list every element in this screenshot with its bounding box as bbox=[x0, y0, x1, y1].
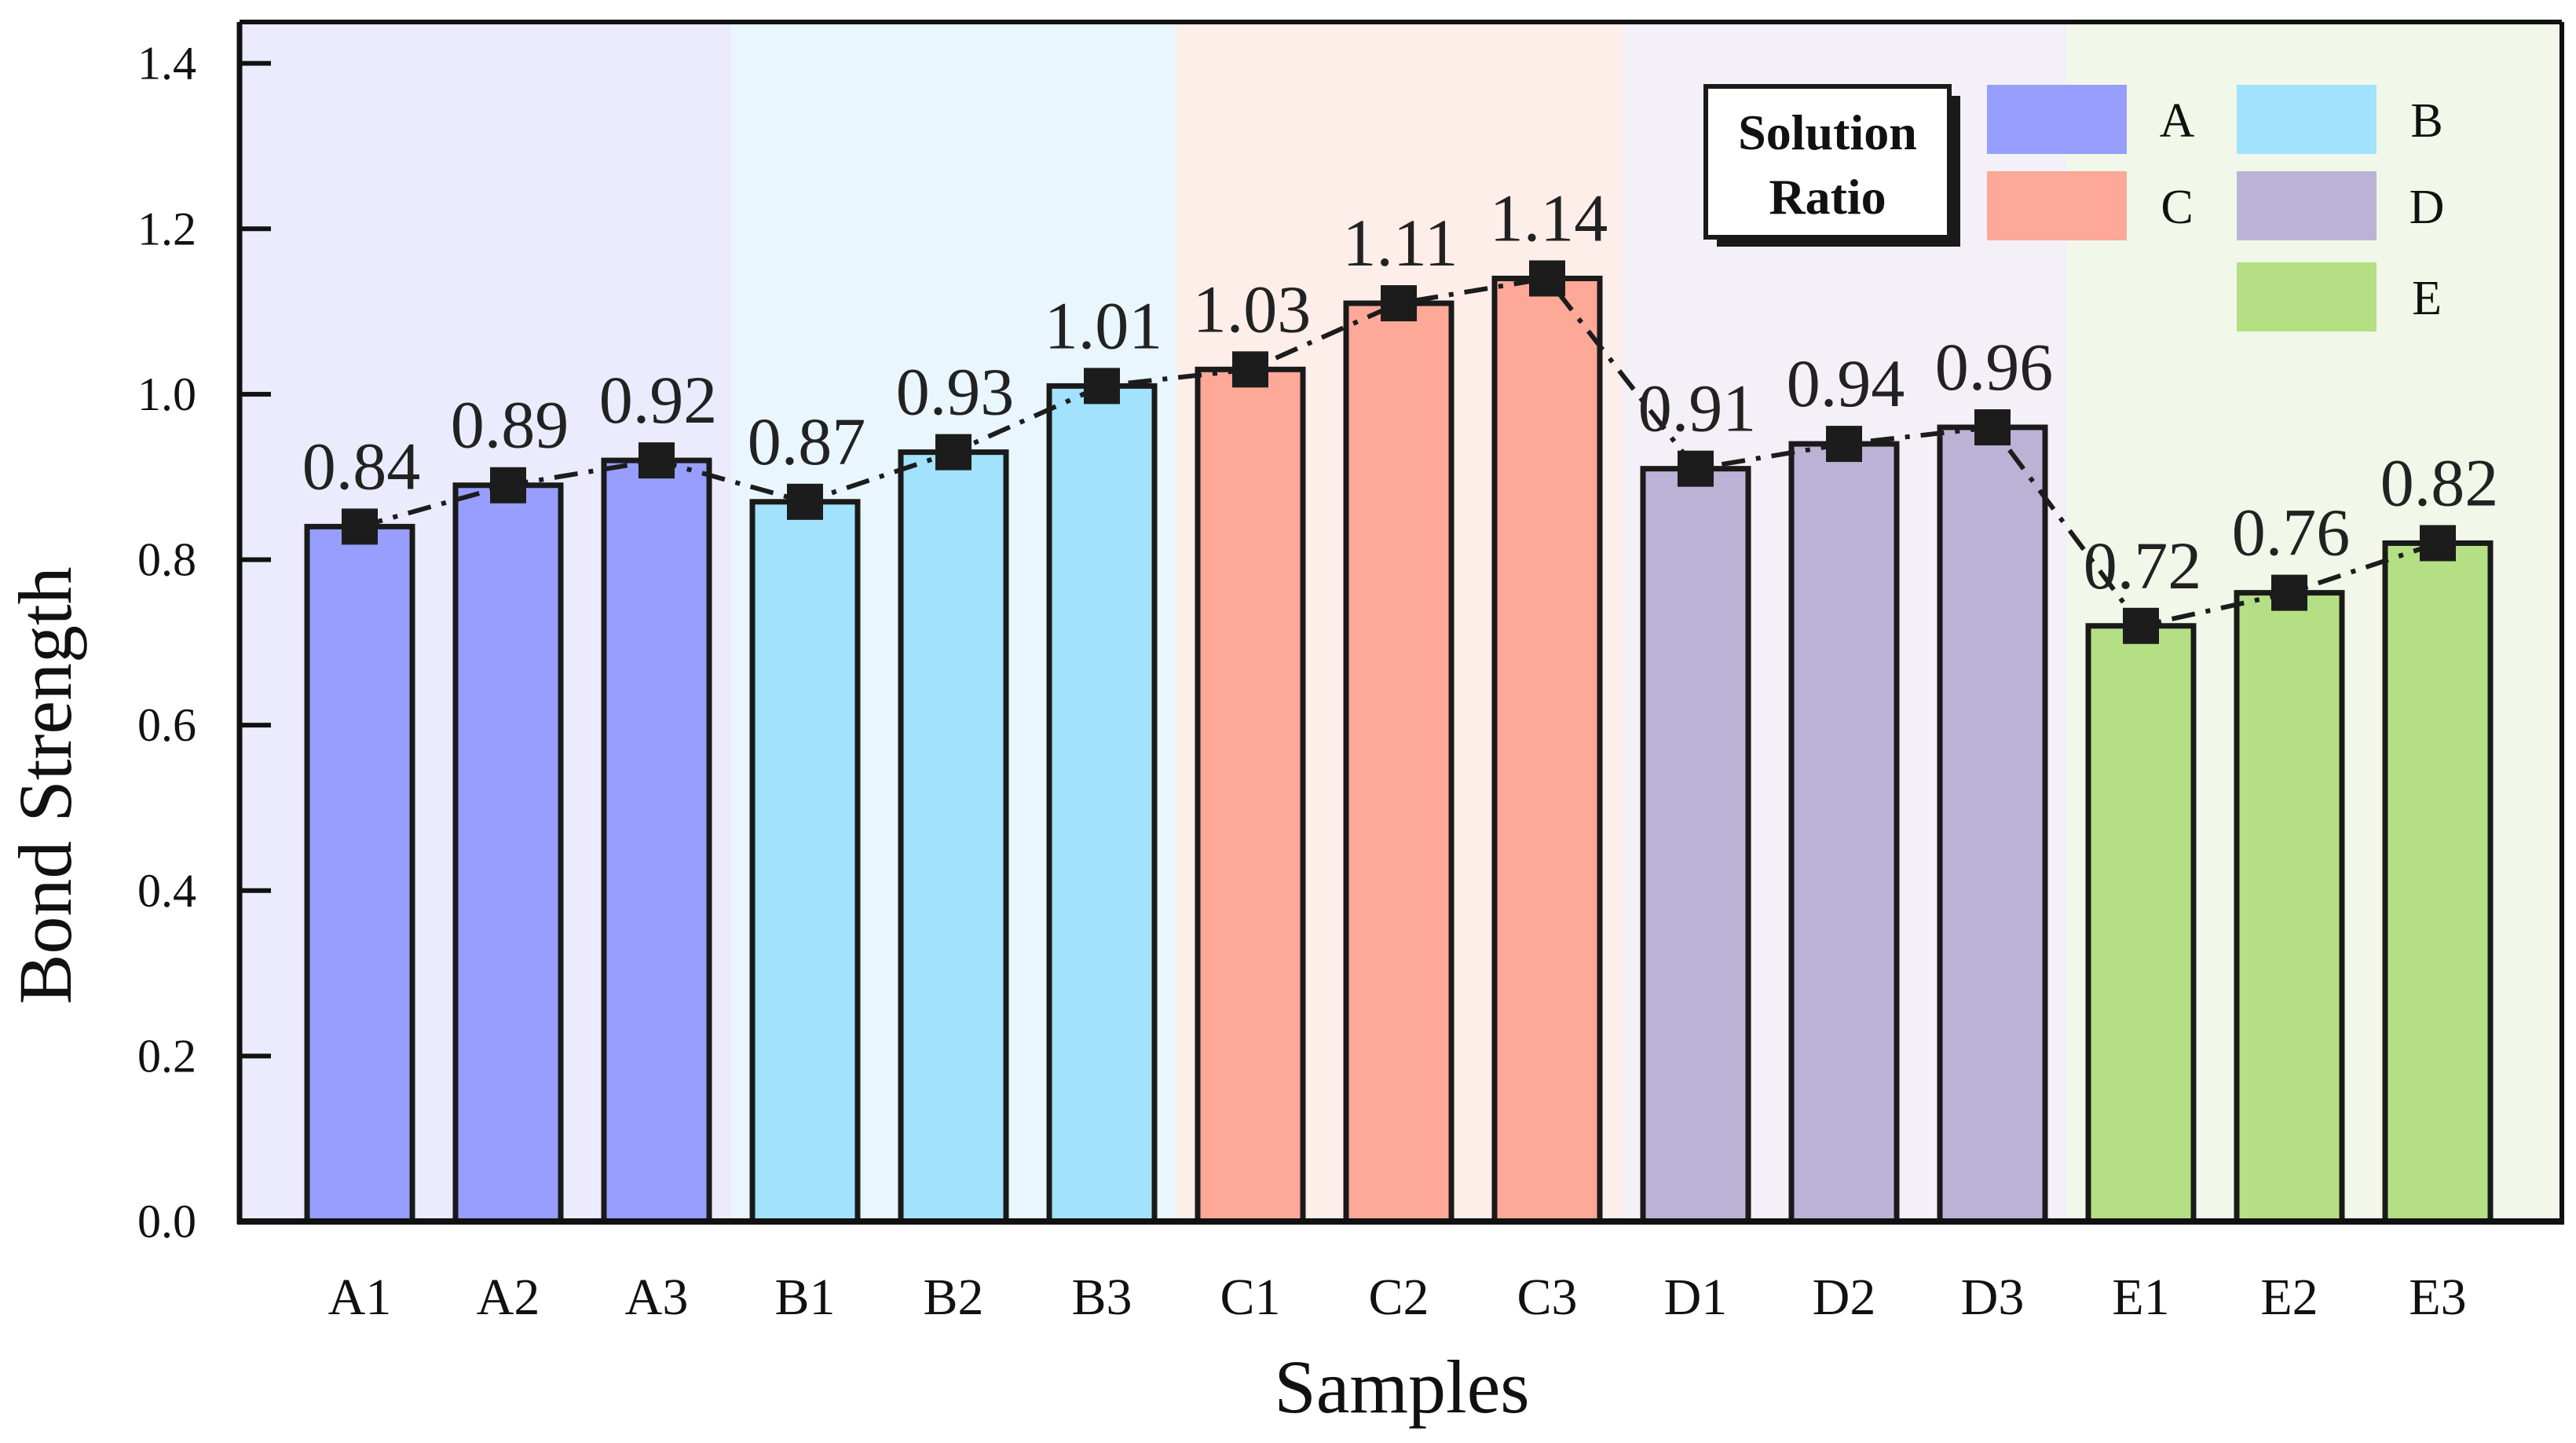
x-tick-label-a3: A3 bbox=[625, 1269, 689, 1326]
x-tick-label-b1: B1 bbox=[774, 1269, 835, 1326]
data-label-d1: 0.91 bbox=[1638, 371, 1757, 446]
bar-a3 bbox=[601, 457, 712, 1225]
bar-b2 bbox=[898, 449, 1009, 1225]
x-tick-label-d1: D1 bbox=[1664, 1269, 1728, 1326]
legend-swatch-e bbox=[2237, 262, 2377, 331]
y-tick-label-4: 0.8 bbox=[137, 534, 196, 586]
legend-swatch-c bbox=[1987, 171, 2127, 240]
marker-a3 bbox=[639, 442, 675, 479]
y-tick-label-3: 0.6 bbox=[137, 699, 196, 751]
bars bbox=[304, 275, 2494, 1225]
marker-b2 bbox=[935, 434, 971, 471]
marker-e2 bbox=[2271, 574, 2307, 611]
data-label-e1: 0.72 bbox=[2084, 528, 2202, 603]
data-label-b3: 1.01 bbox=[1045, 288, 1163, 363]
data-label-c3: 1.14 bbox=[1490, 180, 1608, 255]
x-tick-label-e3: E3 bbox=[2409, 1269, 2466, 1326]
x-tick-label-b2: B2 bbox=[923, 1269, 983, 1326]
y-tick-label-2: 0.4 bbox=[137, 865, 196, 917]
marker-c3 bbox=[1529, 260, 1565, 297]
y-tick-label-7: 1.4 bbox=[137, 38, 196, 90]
bar-d2 bbox=[1788, 441, 1900, 1225]
y-axis-title: Bond Strength bbox=[3, 566, 87, 1004]
x-tick-label-c2: C2 bbox=[1368, 1269, 1429, 1326]
trend-line-path bbox=[359, 276, 2439, 629]
legend-label-b: B bbox=[2410, 94, 2442, 148]
marker-e3 bbox=[2420, 525, 2456, 562]
marker-e1 bbox=[2123, 607, 2159, 644]
bar-d3 bbox=[1937, 424, 2048, 1225]
marker-d3 bbox=[1974, 409, 2011, 446]
y-tick-label-1: 0.2 bbox=[137, 1030, 196, 1082]
data-label-b2: 0.93 bbox=[896, 354, 1015, 430]
marker-a1 bbox=[342, 508, 378, 545]
legend-title-line2: Ratio bbox=[1769, 169, 1886, 225]
x-tick-label-a2: A2 bbox=[477, 1269, 540, 1326]
marker-d2 bbox=[1826, 426, 1862, 463]
data-label-d2: 0.94 bbox=[1787, 346, 1905, 421]
legend-title-box bbox=[1703, 84, 1952, 240]
marker-c2 bbox=[1381, 285, 1417, 322]
legend-label-c: C bbox=[2161, 181, 2193, 234]
x-tick-label-b3: B3 bbox=[1071, 1269, 1132, 1326]
y-tick-label-6: 1.2 bbox=[137, 203, 196, 255]
x-tick-label-e2: E2 bbox=[2260, 1269, 2318, 1326]
bar-e1 bbox=[2085, 623, 2197, 1225]
x-tick-label-d2: D2 bbox=[1813, 1269, 1876, 1326]
data-label-a2: 0.89 bbox=[451, 387, 569, 463]
bar-e3 bbox=[2382, 540, 2494, 1225]
legend-label-a: A bbox=[2160, 94, 2195, 148]
bar-a2 bbox=[452, 482, 564, 1225]
marker-c1 bbox=[1232, 351, 1268, 388]
data-label-e2: 0.76 bbox=[2232, 495, 2351, 570]
data-markers bbox=[342, 260, 2456, 644]
bar-a1 bbox=[304, 523, 415, 1225]
marker-d1 bbox=[1678, 450, 1714, 487]
y-tick-label-5: 1.0 bbox=[137, 368, 196, 420]
bar-e2 bbox=[2234, 590, 2345, 1225]
y-tick-label-0: 0.0 bbox=[137, 1196, 196, 1247]
data-label-a3: 0.92 bbox=[599, 362, 718, 438]
x-tick-label-a1: A1 bbox=[328, 1269, 392, 1326]
data-label-c2: 1.11 bbox=[1342, 205, 1458, 280]
x-tick-label-d3: D3 bbox=[1961, 1269, 2025, 1326]
marker-b3 bbox=[1084, 368, 1120, 405]
legend-label-d: D bbox=[2410, 181, 2445, 234]
bar-c1 bbox=[1195, 366, 1306, 1225]
data-label-d3: 0.96 bbox=[1935, 329, 2054, 405]
x-tick-label-c1: C1 bbox=[1220, 1269, 1280, 1326]
trend-line bbox=[359, 276, 2439, 629]
legend-label-e: E bbox=[2412, 272, 2442, 325]
data-label-e3: 0.82 bbox=[2380, 445, 2499, 520]
marker-b1 bbox=[787, 483, 823, 520]
data-labels: 0.84 0.89 0.92 0.87 0.93 1.01 1.03 1.11 1.14 0.91… bbox=[302, 180, 2499, 602]
legend-swatch-d bbox=[2237, 171, 2377, 240]
bar-b3 bbox=[1046, 383, 1158, 1225]
x-tick-label-e1: E1 bbox=[2112, 1269, 2169, 1326]
legend-swatch-a bbox=[1987, 85, 2127, 154]
bar-d1 bbox=[1640, 466, 1751, 1225]
data-label-a1: 0.84 bbox=[302, 428, 421, 504]
bar-c2 bbox=[1343, 300, 1454, 1225]
legend-title-line1: Solution bbox=[1738, 104, 1917, 160]
axes: 0.0 0.2 0.4 0.6 0.8 1.0 1.2 1.4 A1 A2 A3 B1 B2 B3 C1 C2… bbox=[137, 20, 2564, 1326]
bar-b1 bbox=[749, 499, 861, 1225]
data-label-b1: 0.87 bbox=[748, 404, 866, 479]
x-axis-title: Samples bbox=[1274, 1345, 1529, 1429]
bar-c3 bbox=[1491, 275, 1603, 1225]
marker-a2 bbox=[490, 467, 526, 504]
data-label-c1: 1.03 bbox=[1193, 271, 1312, 346]
legend: Solution Ratio A B C DE bbox=[1703, 84, 2445, 331]
legend-swatch-b bbox=[2237, 85, 2377, 154]
x-tick-label-c3: C3 bbox=[1517, 1269, 1577, 1326]
